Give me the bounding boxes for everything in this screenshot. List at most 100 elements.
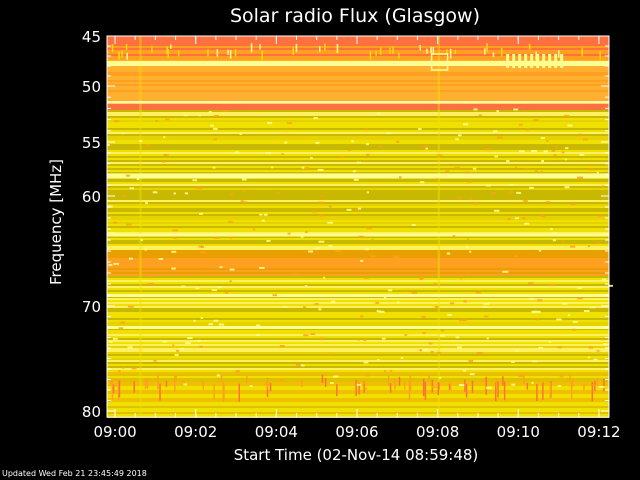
noise-fleck [608, 284, 613, 287]
burst-spike [336, 43, 339, 54]
noise-fleck [304, 167, 310, 170]
noise-fleck [311, 210, 318, 213]
burst-spike [213, 383, 215, 400]
burst-feature [560, 54, 564, 68]
burst-spike [426, 48, 428, 54]
noise-fleck [118, 370, 121, 373]
noise-fleck [348, 148, 352, 151]
noise-fleck [302, 306, 307, 309]
noise-fleck [301, 166, 305, 169]
frequency-band [107, 182, 609, 184]
frequency-band [107, 390, 609, 392]
noise-fleck [122, 195, 127, 198]
burst-feature [430, 53, 449, 71]
frequency-band [107, 406, 609, 408]
burst-spike [227, 49, 229, 55]
noise-fleck [358, 235, 364, 238]
frequency-band [107, 282, 609, 284]
noise-fleck [383, 370, 386, 373]
noise-fleck [538, 347, 543, 350]
noise-fleck [300, 235, 304, 238]
burst-spike [174, 376, 176, 392]
noise-fleck [482, 305, 488, 308]
noise-fleck [295, 363, 301, 366]
burst-spike [159, 383, 161, 401]
noise-fleck [472, 167, 477, 170]
noise-fleck [422, 348, 429, 351]
burst-spike [536, 383, 538, 402]
noise-fleck [469, 197, 473, 200]
noise-fleck [370, 255, 376, 258]
frequency-band [107, 322, 609, 324]
burst-spike [419, 44, 421, 51]
noise-fleck [450, 302, 455, 305]
noise-fleck [327, 221, 334, 224]
frequency-band [107, 290, 609, 292]
noise-fleck [529, 186, 534, 189]
noise-fleck [457, 134, 462, 137]
burst-spike [146, 377, 149, 389]
noise-fleck [126, 223, 132, 226]
burst-spike [238, 383, 241, 402]
noise-fleck [445, 170, 450, 173]
frequency-band [107, 80, 609, 82]
noise-fleck [378, 145, 383, 148]
noise-fleck [264, 382, 268, 385]
burst-spike [110, 378, 112, 386]
noise-fleck [502, 270, 509, 273]
frequency-band [107, 378, 609, 380]
frequency-band [107, 214, 609, 216]
noise-fleck [549, 228, 553, 231]
noise-fleck [335, 249, 341, 252]
burst-feature [530, 54, 534, 68]
noise-fleck [520, 294, 523, 297]
noise-fleck [476, 351, 483, 354]
frequency-band [107, 264, 609, 266]
noise-fleck [330, 300, 336, 303]
noise-fleck [210, 124, 214, 127]
burst-spike [389, 382, 392, 393]
noise-fleck [281, 153, 284, 156]
noise-fleck [548, 340, 552, 343]
noise-fleck [596, 171, 599, 174]
noise-fleck [199, 251, 206, 254]
frequency-band [107, 126, 609, 128]
burst-spike [144, 378, 147, 389]
frequency-band [107, 90, 609, 92]
frequency-band [107, 92, 609, 94]
noise-fleck [252, 228, 256, 231]
x-tick-label: 09:06 [335, 423, 378, 441]
noise-fleck [478, 114, 483, 117]
noise-fleck [363, 361, 369, 364]
noise-fleck [564, 158, 567, 161]
noise-fleck [587, 245, 590, 248]
burst-spike [118, 51, 120, 60]
noise-fleck [212, 166, 216, 169]
frequency-band [107, 138, 609, 140]
noise-fleck [327, 245, 333, 248]
frequency-band [107, 186, 609, 188]
burst-feature [542, 54, 546, 68]
frequency-band [107, 164, 609, 166]
burst-spike [220, 374, 223, 382]
noise-fleck [455, 336, 460, 339]
bright-emission-line [107, 175, 609, 179]
noise-fleck [109, 340, 113, 343]
noise-fleck [364, 128, 369, 131]
frequency-band [107, 94, 609, 96]
frequency-band [107, 250, 609, 252]
noise-fleck [211, 289, 217, 292]
noise-fleck [208, 323, 213, 326]
noise-fleck [303, 334, 309, 337]
noise-fleck [224, 291, 229, 294]
burst-spike [594, 381, 596, 392]
noise-fleck [198, 114, 202, 117]
burst-feature [536, 54, 540, 68]
burst-spike [446, 49, 448, 55]
noise-fleck [593, 358, 598, 361]
frequency-band [107, 398, 609, 400]
noise-fleck [546, 140, 549, 143]
noise-fleck [540, 170, 544, 173]
burst-spike [126, 52, 128, 60]
noise-fleck [304, 230, 308, 233]
